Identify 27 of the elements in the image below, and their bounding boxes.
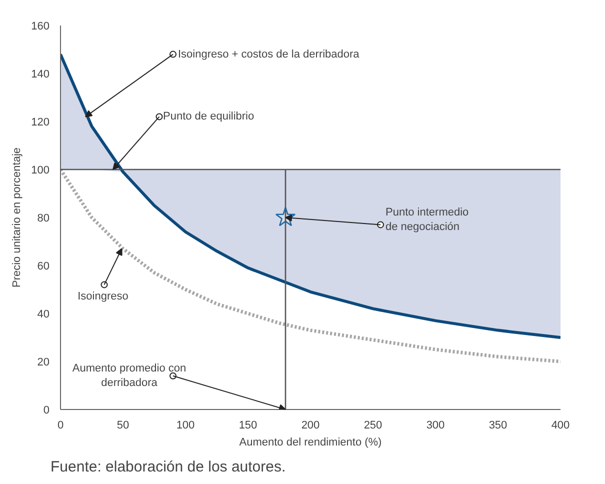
x-tick-label: 400: [551, 420, 570, 432]
y-tick-label: 80: [37, 212, 50, 224]
x-tick-label: 300: [426, 420, 445, 432]
x-tick-label: 0: [57, 420, 64, 432]
x-tick-label: 200: [301, 420, 320, 432]
annotation: Aumento promedio con derribadora: [72, 362, 186, 390]
x-tick-label: 50: [116, 420, 130, 432]
y-tick-label: 160: [31, 20, 50, 32]
y-tick-label: 20: [37, 356, 50, 368]
y-tick-label: 60: [37, 260, 50, 272]
x-tick-label: 100: [176, 420, 195, 432]
annotation: Punto de equilibrio: [163, 110, 254, 123]
x-tick-label: 250: [364, 420, 382, 432]
x-tick-label: 350: [488, 420, 508, 432]
y-tick-label: 140: [31, 68, 50, 80]
source-note: Fuente: elaboración de los autores.: [50, 458, 286, 476]
y-axis-title: Precio unitario en porcentaje: [11, 147, 24, 288]
line-series: [60, 168, 560, 364]
annotation: Punto intermedio de negociación: [386, 206, 469, 234]
y-tick-label: 120: [31, 116, 50, 128]
x-axis-title: Aumento del rendimiento (%): [239, 436, 382, 448]
y-tick-label: 40: [37, 308, 50, 320]
y-tick-label: 0: [43, 404, 50, 416]
x-tick-label: 150: [238, 420, 258, 432]
annotation: Isoingreso: [78, 290, 128, 303]
annotation: Isoingreso + costos de la derribadora: [178, 48, 360, 60]
y-tick-label: 100: [31, 164, 50, 176]
